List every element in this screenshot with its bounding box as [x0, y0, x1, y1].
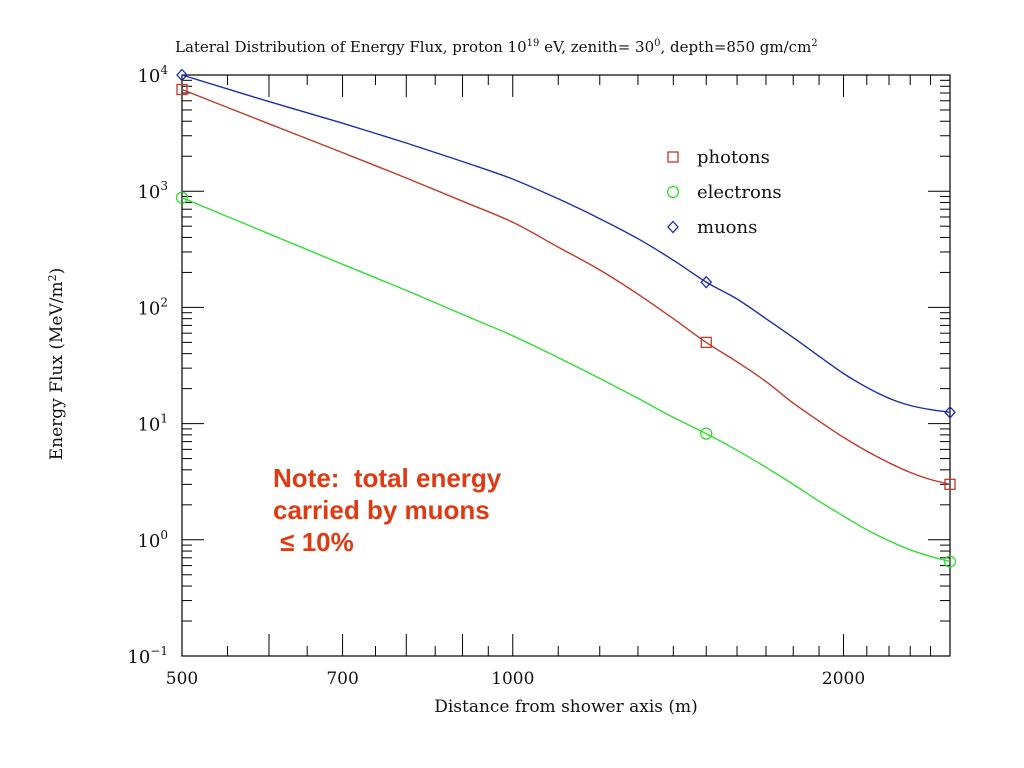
y-tick-label: 100 [137, 528, 168, 552]
legend: photons electrons muons [666, 147, 782, 238]
legend-electrons-label: electrons [697, 182, 782, 203]
y-tick-labels: 104 103 102 101 100 10−1 [127, 63, 168, 668]
x-tick-label: 500 [166, 669, 198, 689]
legend-muons-marker [667, 220, 679, 234]
x-axis-label: Distance from shower axis (m) [434, 697, 698, 717]
legend-photons-marker [667, 151, 679, 163]
y-tick-label: 103 [137, 179, 168, 203]
photons-point [176, 83, 188, 96]
x-tick-label: 700 [326, 669, 358, 689]
x-tick-label: 2000 [822, 669, 865, 689]
legend-muons-label: muons [697, 217, 757, 238]
y-tick-label: 101 [137, 412, 168, 436]
note-annotation: Note: total energy carried by muons ≤ 10… [273, 463, 502, 557]
legend-photons-label: photons [697, 147, 770, 168]
chart-title: Lateral Distribution of Energy Flux, pro… [175, 38, 818, 56]
y-tick-label: 102 [137, 295, 168, 319]
axis-ticks [181, 74, 951, 657]
electrons-point [700, 427, 713, 440]
muons-line [181, 74, 951, 413]
series-lines [181, 74, 951, 563]
y-axis-label: Energy Flux (MeV/m2) [46, 268, 67, 460]
photons-point [700, 336, 712, 349]
photons-line [181, 88, 951, 486]
y-tick-label: 104 [137, 63, 168, 87]
y-tick-label: 10−1 [127, 644, 168, 668]
photons-point [944, 478, 956, 491]
electrons-point [943, 555, 957, 568]
series-markers [175, 68, 957, 568]
electrons-line [181, 197, 951, 563]
plot-frame [181, 74, 951, 657]
x-tick-labels: 500 700 1000 2000 [166, 669, 865, 689]
electrons-point [175, 191, 189, 204]
muons-point [176, 68, 188, 82]
legend-electrons-marker [666, 185, 680, 199]
muons-point [700, 275, 713, 289]
muons-point [944, 405, 956, 419]
x-tick-label: 1000 [491, 669, 534, 689]
